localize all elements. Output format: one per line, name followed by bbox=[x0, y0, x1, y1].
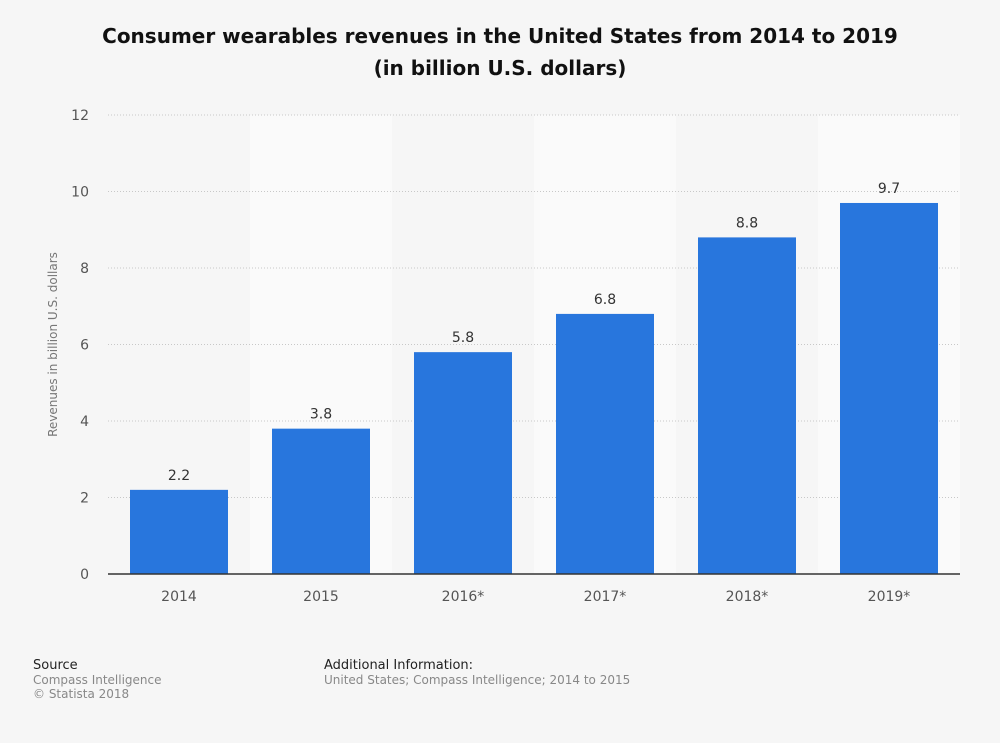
info-text: United States; Compass Intelligence; 201… bbox=[324, 673, 631, 687]
x-tick-label: 2017* bbox=[584, 589, 627, 605]
source-block: Source Compass Intelligence © Statista 2… bbox=[33, 658, 162, 701]
x-tick-label: 2014 bbox=[161, 589, 197, 605]
y-tick-label: 12 bbox=[71, 108, 89, 124]
data-label: 3.8 bbox=[310, 407, 332, 423]
data-label: 2.2 bbox=[168, 468, 190, 484]
bar bbox=[556, 313, 654, 574]
y-tick-label: 6 bbox=[80, 338, 89, 354]
bar bbox=[272, 428, 370, 574]
y-tick-label: 0 bbox=[80, 567, 89, 583]
x-tick-label: 2018* bbox=[726, 589, 769, 605]
y-tick-label: 2 bbox=[80, 491, 89, 507]
x-tick-label: 2016* bbox=[442, 589, 485, 605]
x-tick-label: 2015 bbox=[303, 589, 339, 605]
bar bbox=[130, 489, 228, 574]
bar bbox=[414, 352, 512, 574]
data-label: 5.8 bbox=[452, 330, 474, 346]
bar bbox=[840, 202, 938, 574]
y-tick-label: 8 bbox=[80, 261, 89, 277]
source-name: Compass Intelligence bbox=[33, 673, 162, 687]
y-tick-label: 4 bbox=[80, 414, 89, 430]
title-line: Consumer wearables revenues in the Unite… bbox=[102, 24, 898, 48]
y-axis-label: Revenues in billion U.S. dollars bbox=[46, 252, 60, 437]
additional-info-block: Additional Information: United States; C… bbox=[324, 658, 630, 687]
y-tick-label: 10 bbox=[71, 185, 89, 201]
copyright: © Statista 2018 bbox=[33, 687, 130, 701]
subtitle-line: (in billion U.S. dollars) bbox=[373, 56, 627, 80]
x-tick-label: 2019* bbox=[868, 589, 911, 605]
data-label: 9.7 bbox=[878, 181, 900, 197]
bar bbox=[698, 237, 796, 574]
info-heading: Additional Information: bbox=[324, 658, 474, 673]
data-label: 6.8 bbox=[594, 292, 616, 308]
data-label: 8.8 bbox=[736, 215, 758, 231]
chart-title: Consumer wearables revenues in the Unite… bbox=[0, 20, 1000, 84]
source-heading: Source bbox=[33, 658, 78, 673]
